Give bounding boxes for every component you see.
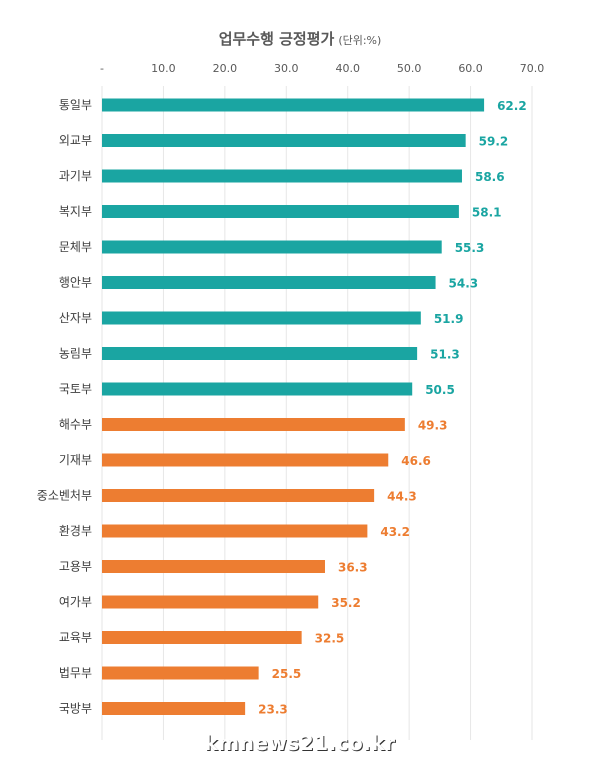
bar-row: 국방부 23.3 [59, 702, 288, 717]
category-label: 국토부 [59, 382, 92, 396]
bar [102, 99, 484, 112]
category-label: 산자부 [59, 311, 92, 325]
category-label: 여가부 [59, 595, 92, 609]
data-label: 51.3 [430, 348, 460, 362]
bar [102, 312, 421, 325]
category-label: 환경부 [59, 524, 92, 538]
bar [102, 276, 436, 289]
bar-row: 기재부 46.6 [59, 453, 431, 468]
data-label: 59.2 [479, 135, 509, 149]
bar [102, 454, 388, 467]
bar-row: 복지부 58.1 [59, 205, 502, 220]
bar [102, 383, 412, 396]
category-label: 고용부 [59, 560, 92, 574]
category-label: 농림부 [59, 347, 92, 361]
category-label: 과기부 [59, 169, 92, 183]
x-tick-label: 50.0 [397, 62, 422, 75]
x-tick-label: 40.0 [335, 62, 360, 75]
chart-title-unit: (단위:%) [338, 34, 381, 47]
x-tick-label: 20.0 [213, 62, 238, 75]
bar-row: 환경부 43.2 [59, 524, 410, 539]
watermark-text: kmnews21.co.kr [204, 731, 395, 755]
bar [102, 205, 459, 218]
data-label: 32.5 [315, 632, 345, 646]
bar [102, 525, 367, 538]
bar [102, 489, 374, 502]
chart-title-main: 업무수행 긍정평가 [219, 30, 335, 48]
bar [102, 596, 318, 609]
category-label: 통일부 [59, 98, 92, 112]
category-label: 국방부 [59, 702, 92, 716]
category-label: 해수부 [59, 418, 92, 432]
category-label: 교육부 [59, 631, 92, 645]
bar [102, 560, 325, 573]
bar [102, 667, 259, 680]
x-tick-label: 30.0 [274, 62, 299, 75]
data-label: 35.2 [331, 596, 361, 610]
data-label: 58.1 [472, 206, 502, 220]
data-label: 62.2 [497, 99, 527, 113]
bar [102, 631, 302, 644]
bar-row: 농림부 51.3 [59, 347, 460, 362]
category-label: 행안부 [59, 275, 92, 290]
bar [102, 702, 245, 715]
category-label: 복지부 [59, 205, 92, 219]
data-label: 51.9 [434, 312, 464, 326]
bars: 통일부 62.2 외교부 59.2 과기부 58.6 복지부 58.1 문체부 55.3 행안부 54… [37, 98, 527, 717]
x-tick-label: - [100, 62, 104, 75]
data-label: 50.5 [425, 383, 455, 397]
bar [102, 347, 417, 360]
data-label: 23.3 [258, 703, 288, 717]
bar [102, 134, 466, 147]
chart-title: 업무수행 긍정평가 (단위:%) [219, 30, 382, 48]
bar-row: 행안부 54.3 [59, 275, 478, 291]
bar-row: 중소벤처부 44.3 [37, 489, 417, 504]
bar-row: 여가부 35.2 [59, 595, 361, 610]
x-tick-label: 60.0 [458, 62, 483, 75]
x-tick-label: 10.0 [151, 62, 176, 75]
bar-row: 통일부 62.2 [59, 98, 527, 113]
data-label: 36.3 [338, 561, 368, 575]
category-label: 문체부 [59, 240, 92, 254]
data-label: 46.6 [401, 454, 431, 468]
data-label: 54.3 [449, 277, 479, 291]
bar-chart: 업무수행 긍정평가 (단위:%) - 10.0 20.0 30.0 40.0 50.0 60.… [0, 0, 600, 762]
bar [102, 241, 442, 254]
category-label: 기재부 [59, 453, 92, 467]
category-label: 법무부 [59, 666, 92, 680]
bar [102, 418, 405, 431]
data-label: 44.3 [387, 490, 417, 504]
x-axis-ticks: - 10.0 20.0 30.0 40.0 50.0 60.0 70.0 [100, 62, 544, 75]
category-label: 중소벤처부 [37, 489, 92, 503]
bar [102, 170, 462, 183]
watermark: kmnews21.co.kr kmnews21.co.kr [204, 731, 396, 756]
bar-row: 문체부 55.3 [59, 240, 484, 255]
data-label: 25.5 [272, 667, 302, 681]
bar-row: 국토부 50.5 [59, 382, 455, 397]
bar-row: 법무부 25.5 [59, 666, 301, 681]
bar-row: 외교부 59.2 [59, 134, 508, 149]
bar-row: 산자부 51.9 [59, 311, 464, 326]
bar-row: 해수부 49.3 [59, 418, 448, 433]
data-label: 55.3 [455, 241, 485, 255]
bar-row: 과기부 58.6 [59, 169, 505, 184]
category-label: 외교부 [59, 134, 92, 148]
data-label: 49.3 [418, 419, 448, 433]
data-label: 58.6 [475, 170, 505, 184]
bar-row: 고용부 36.3 [59, 560, 368, 575]
x-tick-label: 70.0 [520, 62, 545, 75]
data-label: 43.2 [380, 525, 410, 539]
